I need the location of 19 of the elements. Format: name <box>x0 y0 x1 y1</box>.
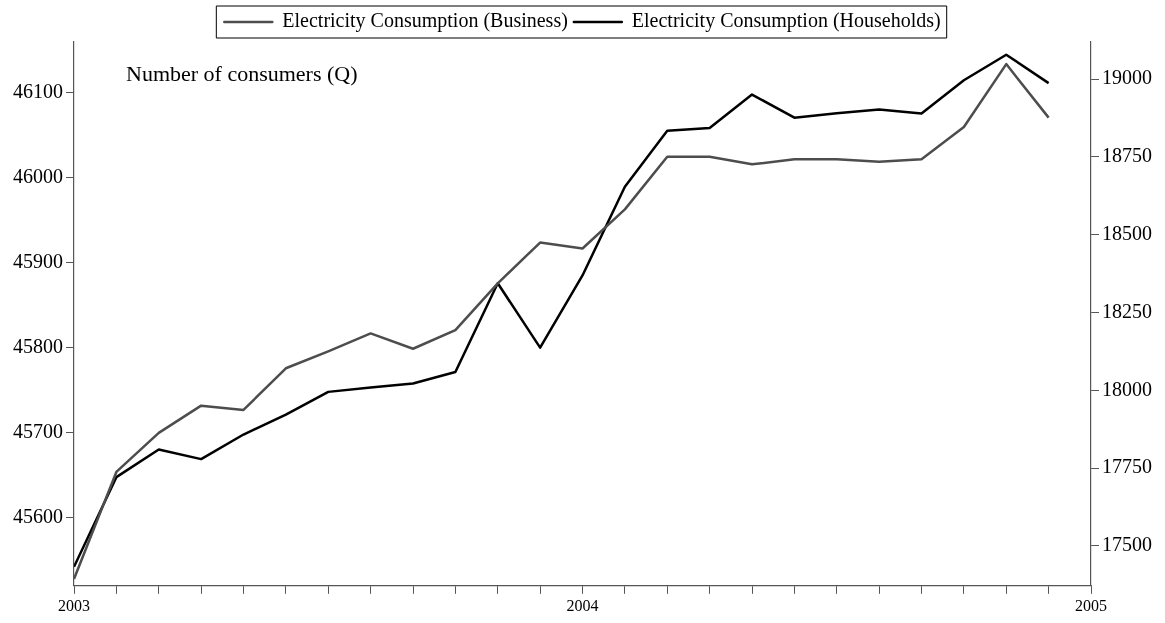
y-tick-label: 45700 <box>13 420 63 443</box>
y2-tick-label: 19000 <box>1102 66 1152 89</box>
y2-tick-label: 18000 <box>1102 377 1152 400</box>
legend-label: Electricity Consumption (Business) <box>282 9 568 33</box>
y-tick-label: 46000 <box>13 165 63 188</box>
y-tick-label: 45900 <box>13 250 63 273</box>
y2-tick-label: 18250 <box>1102 299 1152 322</box>
x-tick-label: 2005 <box>1075 596 1107 614</box>
y-tick-label: 45800 <box>13 335 63 358</box>
y2-tick-label: 17500 <box>1102 533 1152 556</box>
x-tick-label: 2004 <box>566 596 599 614</box>
text: Number of consumers (Q) <box>126 60 358 86</box>
y-tick-label: 45600 <box>13 505 63 528</box>
x-tick-label: 2003 <box>58 596 90 614</box>
y2-tick-label: 17750 <box>1102 455 1152 478</box>
y-tick-label: 46100 <box>13 80 63 103</box>
legend-label: Electricity Consumption (Households) <box>631 9 941 33</box>
y2-tick-label: 18500 <box>1102 221 1152 244</box>
y2-tick-label: 18750 <box>1102 144 1152 167</box>
